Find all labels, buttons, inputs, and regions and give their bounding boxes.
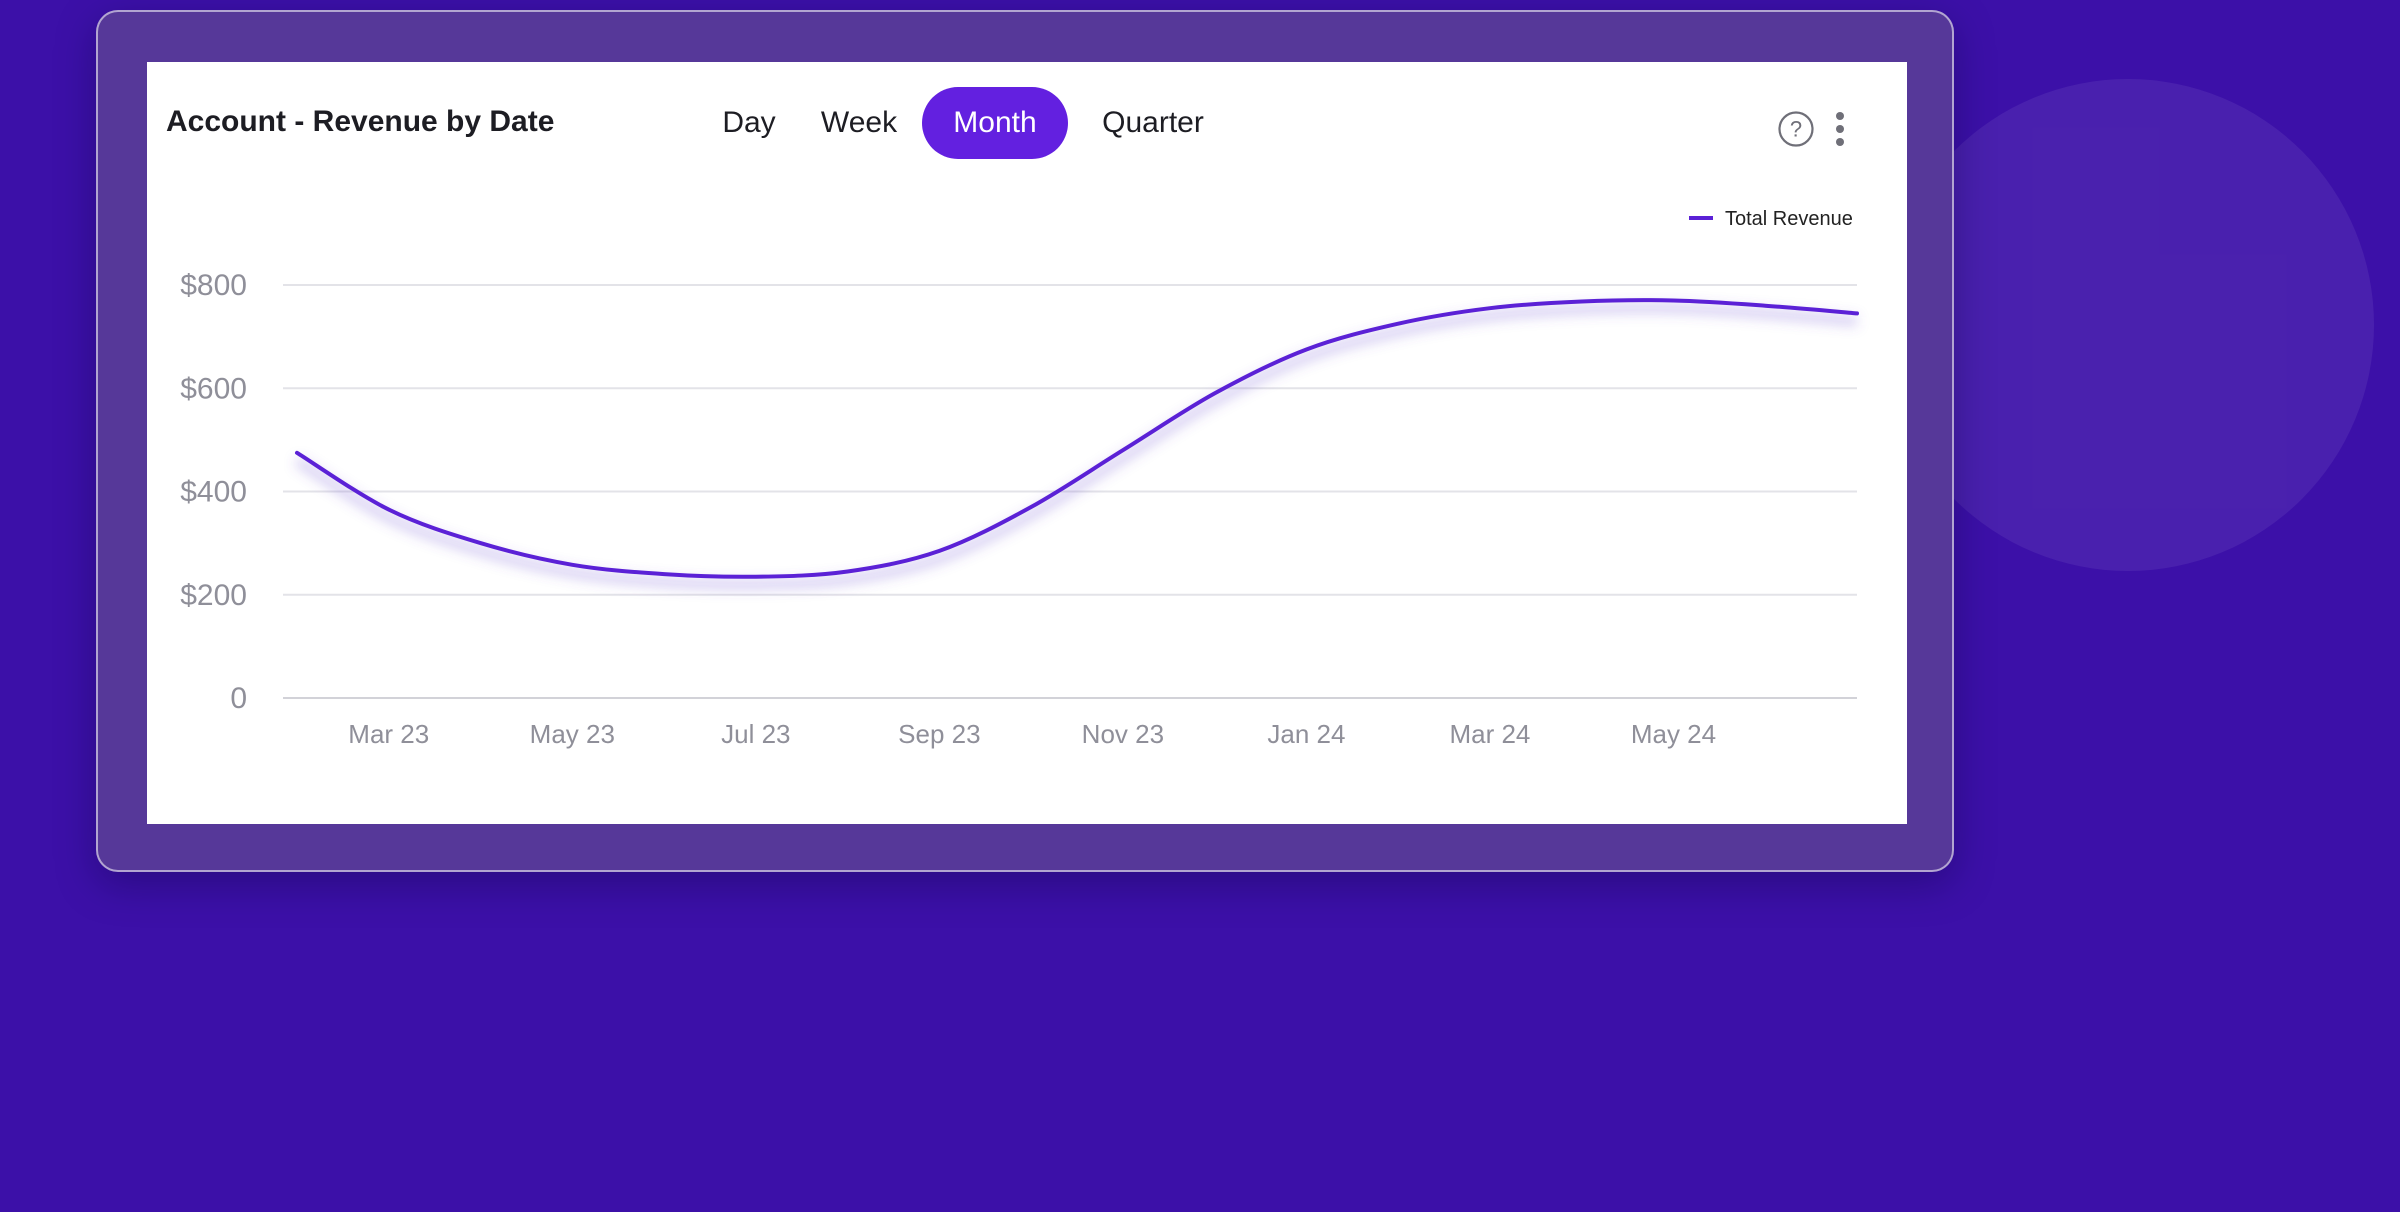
x-tick-label: Nov 23 bbox=[1082, 719, 1164, 749]
background-circle bbox=[1882, 79, 2374, 571]
tab-quarter[interactable]: Quarter bbox=[1102, 106, 1204, 139]
y-tick-label: $200 bbox=[180, 579, 247, 612]
x-tick-label: Mar 24 bbox=[1449, 719, 1530, 749]
y-axis-ticks: 0 $200 $400 $600 $800 bbox=[180, 269, 247, 715]
x-tick-label: Jan 24 bbox=[1267, 719, 1345, 749]
x-tick-label: Sep 23 bbox=[898, 719, 980, 749]
series-line-shadow bbox=[294, 303, 1858, 590]
tab-day[interactable]: Day bbox=[722, 106, 776, 139]
x-tick-label: Mar 23 bbox=[348, 719, 429, 749]
help-icon[interactable]: ? bbox=[1777, 110, 1815, 148]
x-tick-label: May 24 bbox=[1631, 719, 1716, 749]
card-title: Account - Revenue by Date bbox=[166, 105, 555, 138]
legend-label: Total Revenue bbox=[1725, 208, 1853, 230]
series-line-total-revenue bbox=[295, 298, 1859, 579]
svg-text:?: ? bbox=[1790, 117, 1802, 142]
x-tick-label: Jul 23 bbox=[721, 719, 790, 749]
revenue-line-chart: 0 $200 $400 $600 $800 Mar 23 May 23 Jul 23 Sep … bbox=[180, 208, 1859, 749]
tab-month[interactable]: Month bbox=[922, 87, 1068, 159]
x-axis-ticks: Mar 23 May 23 Jul 23 Sep 23 Nov 23 Jan 24 Mar … bbox=[348, 719, 1716, 749]
y-tick-label: 0 bbox=[230, 682, 247, 715]
y-tick-label: $400 bbox=[180, 476, 247, 509]
bottom-edge bbox=[0, 1212, 2400, 1214]
x-tick-label: May 23 bbox=[530, 719, 615, 749]
y-tick-label: $800 bbox=[180, 269, 247, 302]
legend: Total Revenue bbox=[1689, 208, 1853, 230]
revenue-card: Account - Revenue by Date Day Week Month… bbox=[147, 62, 1907, 824]
series-layer bbox=[294, 298, 1859, 590]
y-tick-label: $600 bbox=[180, 372, 247, 405]
tab-week[interactable]: Week bbox=[820, 106, 898, 139]
more-vertical-icon[interactable] bbox=[1832, 110, 1848, 148]
